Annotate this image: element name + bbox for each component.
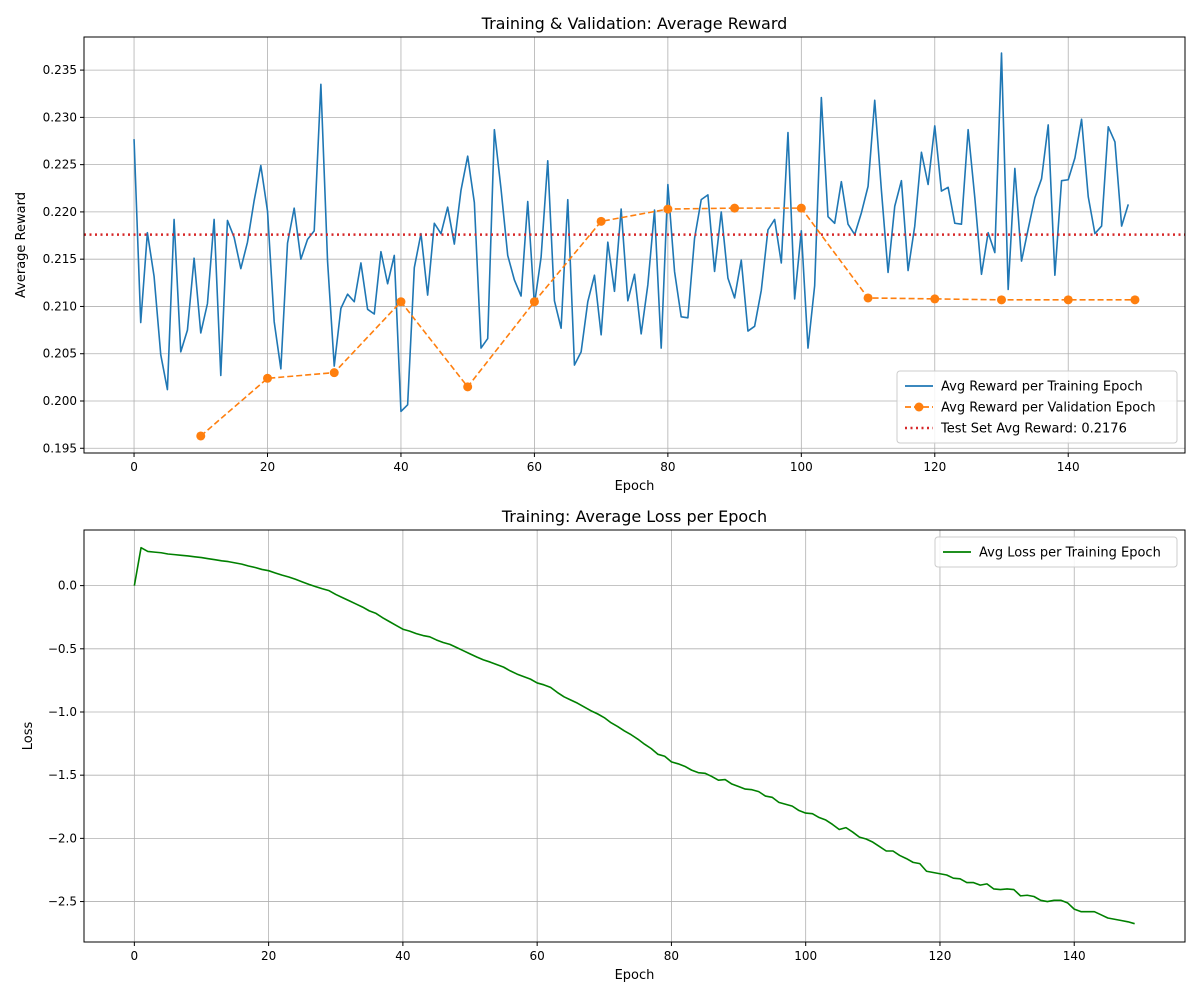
- plot-frame: [83, 529, 1186, 943]
- validation-point: [730, 203, 740, 213]
- legend-entry: Test Set Avg Reward: 0.2176: [940, 422, 1127, 437]
- y-tick-label: −2.0: [48, 831, 77, 845]
- x-tick-label: 60: [527, 460, 542, 474]
- x-axis-label: Epoch: [615, 479, 655, 494]
- chart-panel-1: 0 20 40 60 80 100 120 140 0.195 0.200 0.205 0.210 0.…: [14, 14, 1186, 494]
- legend-entry: Avg Loss per Training Epoch: [979, 546, 1161, 561]
- validation-point: [329, 368, 339, 378]
- y-axis-label: Loss: [21, 722, 36, 751]
- x-tick-label: 140: [1057, 460, 1080, 474]
- validation-point: [930, 294, 940, 304]
- y-tick-label: 0.225: [43, 158, 77, 172]
- x-tick-label: 40: [393, 460, 408, 474]
- x-axis-label: Epoch: [615, 968, 655, 983]
- validation-point: [863, 293, 873, 303]
- x-tick-label: 80: [664, 949, 679, 963]
- chart-title: Training & Validation: Average Reward: [481, 14, 788, 33]
- legend-entry: Avg Reward per Training Epoch: [941, 380, 1143, 395]
- validation-point: [663, 204, 673, 214]
- x-tick-label: 100: [790, 460, 813, 474]
- validation-point: [529, 297, 539, 307]
- x-tick-label: 80: [660, 460, 675, 474]
- series-line-1: [133, 52, 1130, 413]
- x-tick-label: 140: [1063, 949, 1086, 963]
- x-tick-label: 120: [923, 460, 946, 474]
- x-tick-label: 40: [395, 949, 410, 963]
- legend-marker: [914, 402, 924, 412]
- y-tick-label: 0.205: [43, 347, 77, 361]
- y-tick-label: 0.220: [43, 205, 77, 219]
- validation-point: [463, 382, 473, 392]
- legend-box: [934, 536, 1178, 568]
- y-tick-label: 0.195: [43, 441, 77, 455]
- y-tick-label: 0.210: [43, 299, 77, 313]
- validation-point: [196, 431, 206, 441]
- x-tick-label: 100: [794, 949, 817, 963]
- legend: Avg Reward per Training Epoch Avg Reward …: [896, 370, 1178, 444]
- legend-entry: Avg Reward per Validation Epoch: [941, 401, 1156, 416]
- x-tick-label: 0: [130, 460, 138, 474]
- validation-point: [1130, 295, 1140, 305]
- validation-point: [396, 297, 406, 307]
- y-tick-label: 0.200: [43, 394, 77, 408]
- series-line-1: [133, 546, 1135, 925]
- y-tick-label: −1.0: [48, 705, 77, 719]
- legend: Avg Loss per Training Epoch: [934, 536, 1178, 568]
- plot-frame: [83, 36, 1186, 454]
- y-tick-label: 0.215: [43, 252, 77, 266]
- validation-point: [1063, 295, 1073, 305]
- y-tick-label: 0.235: [43, 63, 77, 77]
- y-tick-label: −0.5: [48, 642, 77, 656]
- validation-point: [796, 203, 806, 213]
- validation-point: [596, 216, 606, 226]
- y-tick-label: 0.0: [58, 579, 77, 593]
- legend-box: [896, 370, 1178, 444]
- y-axis-label: Average Reward: [14, 192, 29, 298]
- y-tick-label: −2.5: [48, 895, 77, 909]
- x-tick-label: 60: [530, 949, 545, 963]
- y-tick-label: 0.230: [43, 110, 77, 124]
- x-tick-label: 20: [261, 949, 276, 963]
- validation-point: [263, 373, 272, 383]
- x-tick-label: 20: [260, 460, 275, 474]
- x-tick-label: 0: [131, 949, 139, 963]
- y-tick-label: −1.5: [48, 768, 77, 782]
- validation-point: [997, 295, 1006, 305]
- chart-title: Training: Average Loss per Epoch: [501, 507, 767, 526]
- chart-panel-2: 0 20 40 60 80 100 120 140 −2.5 −2.0 −1.5 −1.0 −0.5 0.…: [21, 507, 1186, 983]
- x-tick-label: 120: [929, 949, 952, 963]
